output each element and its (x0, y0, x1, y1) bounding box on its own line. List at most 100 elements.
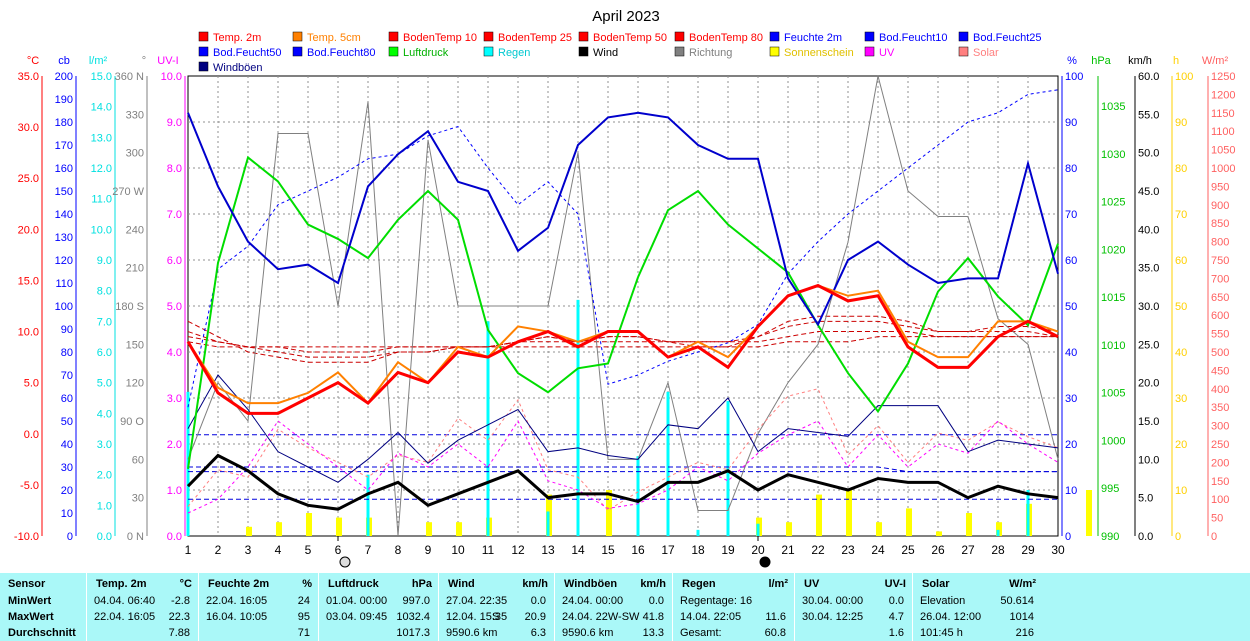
legend-label: Bod.Feucht50 (213, 47, 282, 59)
series-line (187, 284, 1059, 405)
stats-cell: 997.0 (402, 595, 430, 607)
axis-tick-label: 0.0 (1138, 531, 1153, 543)
stats-cell: 03.04. 09:45 (326, 611, 388, 623)
stats-cell: Regen (682, 578, 716, 590)
x-tick-label: 14 (571, 543, 585, 557)
axis-tick-label: 10 (1065, 485, 1077, 497)
new-moon-icon (759, 556, 771, 568)
axis-tick-label: 30 (1175, 393, 1187, 405)
axis-tick-label: 1.0 (97, 500, 112, 512)
rain-bar (666, 391, 670, 536)
legend-label: Regen (498, 47, 530, 59)
axis-tick-label: 0 (1211, 531, 1217, 543)
axis-unit-label: l/m² (89, 55, 108, 67)
stats-cell: 24.04. 00:00 (562, 595, 624, 607)
stats-cell: Wind (448, 578, 475, 590)
legend-swatch (578, 31, 589, 42)
axis-tick-label: 7.0 (167, 209, 182, 221)
axis-tick-label: 60.0 (1138, 71, 1159, 83)
stats-cell: 9590.6 km (562, 627, 614, 639)
x-tick-label: 17 (661, 543, 675, 557)
stats-cell: 01.04. 00:00 (326, 595, 388, 607)
sun-bar (816, 494, 822, 536)
stats-cell: 1014 (1009, 611, 1034, 623)
axis-tick-label: 1000 (1211, 163, 1235, 175)
stats-cell: Feuchte 2m (208, 578, 270, 590)
sun-bar (936, 531, 942, 536)
axis-tick-label: 25.0 (18, 173, 39, 185)
axis-tick-label: 130 (55, 232, 73, 244)
stats-cell: 1.6 (888, 627, 904, 639)
x-tick-label: 9 (425, 543, 432, 557)
stats-separator (554, 573, 555, 641)
axis-tick-label: 5.0 (167, 301, 182, 313)
axis-tick-label: 50 (61, 416, 73, 428)
x-tick-label: 29 (1021, 543, 1035, 557)
axis-tick-label: 20.0 (18, 224, 39, 236)
series-line (187, 75, 1059, 537)
stats-cell: 24.04. 22W-SW (562, 611, 640, 623)
axis-tick-label: 15.0 (91, 71, 112, 83)
axis-tick-label: 11.0 (91, 194, 112, 206)
stats-separator (672, 573, 673, 641)
statistics-panel: Sensor MinWert MaxWert Durchschnitt Temp. 2m… (0, 573, 1250, 641)
axis-tick-label: 6.0 (167, 255, 182, 267)
x-tick-label: 15 (601, 543, 615, 557)
axis-tick-label: -10.0 (14, 531, 39, 543)
axis-tick-label: 1005 (1101, 388, 1125, 400)
x-tick-label: 18 (691, 543, 705, 557)
axis-tick-label: 140 (55, 209, 73, 221)
axis-tick-label: 1.0 (167, 485, 182, 497)
axis-tick-label: 1000 (1101, 435, 1125, 447)
axis-tick-label: 40 (1065, 347, 1077, 359)
x-tick-label: 23 (841, 543, 855, 557)
axis-tick-label: 170 (55, 140, 73, 152)
x-tick-label: 11 (482, 543, 495, 557)
axis-tick-label: 350 (1211, 402, 1229, 414)
axis-tick-label: 10.0 (1138, 454, 1159, 466)
x-tick-label: 22 (811, 543, 825, 557)
axis-tick-label: 20 (61, 485, 73, 497)
stats-cell: °C (179, 578, 192, 590)
rain-bar (726, 401, 730, 536)
sun-bar (276, 522, 282, 536)
stats-cell: l/m² (768, 578, 788, 590)
axis-tick-label: 550 (1211, 329, 1229, 341)
rain-bar (996, 529, 1000, 536)
axis-tick-label: 10 (1175, 485, 1187, 497)
axis-tick-label: 240 (126, 224, 144, 236)
axis-tick-label: 5.0 (24, 378, 39, 390)
axis-tick-label: 500 (1211, 347, 1229, 359)
stats-cell: km/h (522, 578, 548, 590)
stats-cell: MaxWert (8, 611, 54, 623)
axis-tick-label: 200 (1211, 457, 1229, 469)
axis-tick-label: 0 (1065, 531, 1071, 543)
legend-swatch (958, 46, 969, 57)
soil-temp-line (187, 331, 1058, 353)
axis-tick-label: 70 (1175, 209, 1187, 221)
axis-tick-label: 300 (1211, 421, 1229, 433)
axis-tick-label: 120 (126, 378, 144, 390)
sun-bar (336, 517, 342, 536)
sun-bar (456, 522, 462, 536)
stats-separator (794, 573, 795, 641)
stats-separator (912, 573, 913, 641)
axis-tick-label: 200 (55, 71, 73, 83)
plot-area: 1 2 3 4 5 6 7 8 9 10 11 12 13 14 15 16 17 18 19 20 21 22 23 24 2… (185, 75, 1092, 568)
axis-tick-label: 70 (61, 370, 73, 382)
stats-cell: 24 (297, 595, 310, 607)
legend-label: Richtung (689, 47, 732, 59)
axis-tick-label: 50 (1175, 301, 1187, 313)
sun-bar (996, 522, 1002, 536)
axis-tick-label: 50 (1211, 513, 1223, 525)
stats-cell: 30.04. 12:25 (802, 611, 864, 623)
legend-swatch (198, 46, 209, 57)
stats-cell: 7.88 (168, 627, 190, 639)
axis-tick-label: 160 (55, 163, 73, 175)
legend-label: Bod.Feucht10 (879, 32, 948, 44)
axis-tick-label: 800 (1211, 237, 1229, 249)
soil-temp-line (187, 336, 1058, 348)
axis-tick-label: 30 (1065, 393, 1077, 405)
stats-cell: Elevation (920, 595, 966, 607)
axis-tick-label: 15.0 (18, 275, 39, 287)
